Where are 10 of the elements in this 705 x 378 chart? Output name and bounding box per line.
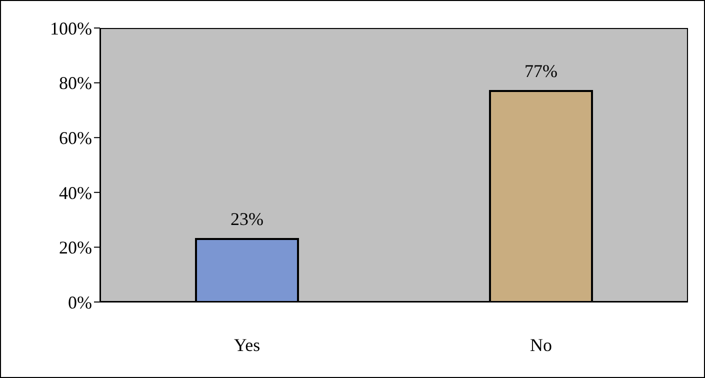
x-tick-label: No	[530, 334, 552, 355]
x-tick-label: Yes	[234, 334, 260, 355]
y-tick-label: 0%	[68, 292, 92, 312]
y-tick-label: 100%	[50, 18, 92, 38]
data-label: 77%	[524, 61, 558, 82]
y-tick-label: 20%	[59, 238, 92, 258]
data-label: 23%	[230, 208, 264, 229]
y-tick-label: 60%	[59, 128, 92, 148]
y-tick-label: 40%	[59, 182, 92, 203]
y-tick-label: 80%	[59, 73, 92, 94]
